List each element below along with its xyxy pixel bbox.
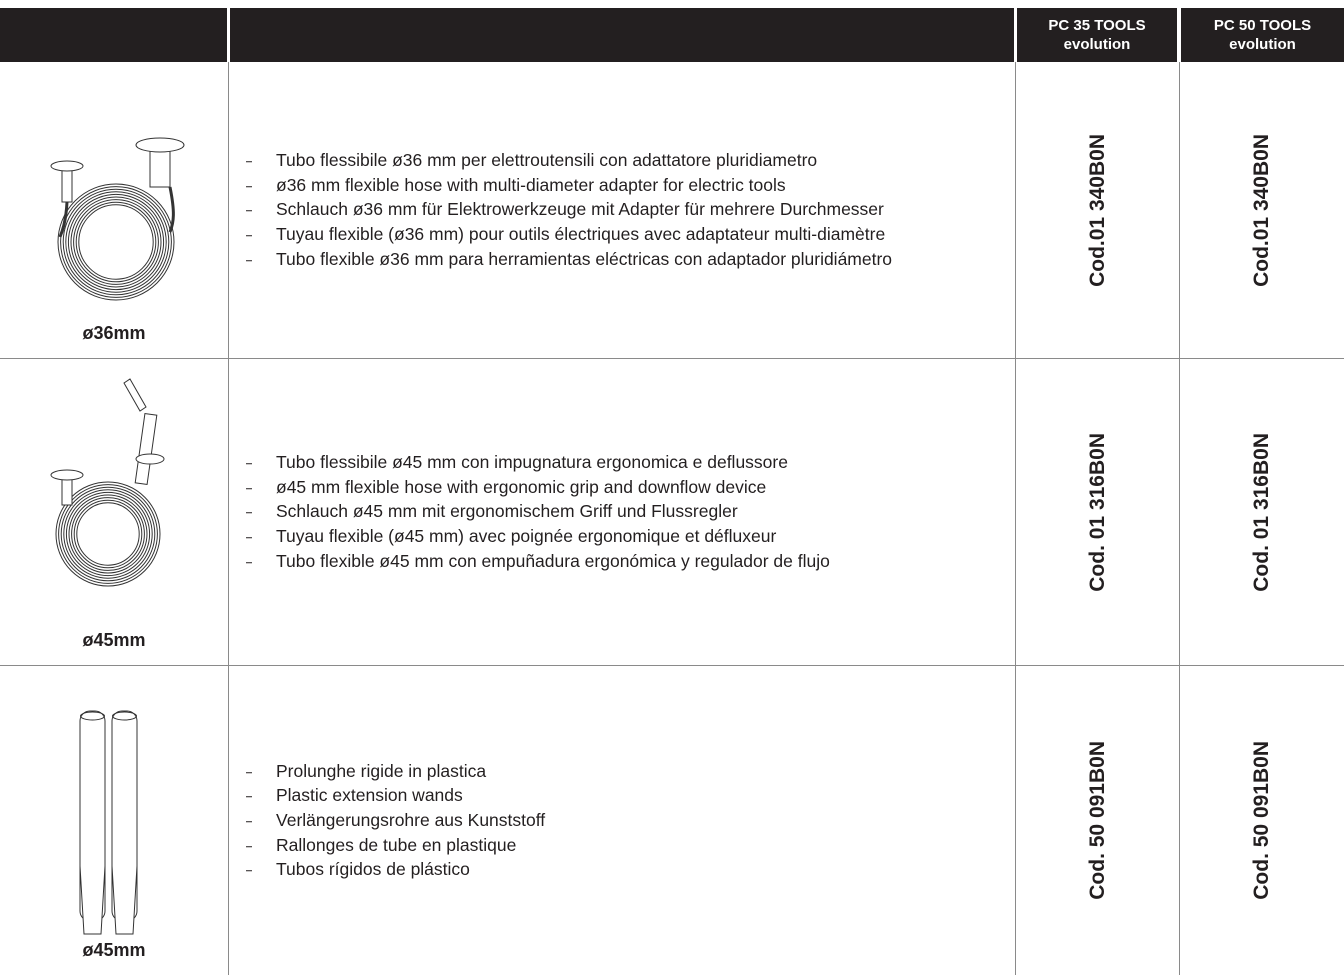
header-cell: PC 35 TOOLS evolution xyxy=(1017,8,1177,62)
diameter-label: ø45mm xyxy=(82,940,146,960)
description-item: Tubo flessibile ø36 mm per elettroutensi… xyxy=(245,148,1005,173)
description-item: Tubo flessibile ø45 mm con impugnatura e… xyxy=(245,450,1005,475)
header-text: PC 50 TOOLS xyxy=(1213,17,1312,34)
table-row: ø45mm Tubo flessibile ø45 mm con impugnat… xyxy=(0,359,1344,665)
code-cell: Cod.01 340B0N xyxy=(1016,62,1179,358)
description-item: Plastic extension wands xyxy=(245,783,1005,808)
product-code: Cod.01 340B0N xyxy=(1085,133,1109,287)
code-cell: Cod.01 340B0N xyxy=(1180,62,1344,358)
diameter-label: ø45mm xyxy=(82,630,146,650)
diameter-label: ø36mm xyxy=(82,323,146,343)
image-cell xyxy=(0,666,228,975)
description-item: Tubo flexible ø36 mm para herramientas e… xyxy=(245,247,1005,272)
row-border xyxy=(0,665,1344,666)
code-cell: Cod. 50 091B0N xyxy=(1180,666,1344,975)
description-item: Prolunghe rigide in plastica xyxy=(245,759,1005,784)
product-code: Cod. 01 316B0N xyxy=(1250,432,1273,592)
description-item: ø36 mm flexible hose with multi-diameter… xyxy=(245,173,1005,198)
description-item: Rallonges de tube en plastique xyxy=(245,833,1005,858)
product-code: Cod. 50 091B0N xyxy=(1250,741,1273,900)
description-item: ø45 mm flexible hose with ergonomic grip… xyxy=(245,475,1005,500)
column-border xyxy=(1179,62,1180,975)
description-list: Tubo flessibile ø45 mm con impugnatura e… xyxy=(245,450,1005,574)
image-cell xyxy=(0,359,228,665)
description-item: Tuyau flexible (ø45 mm) avec poignée erg… xyxy=(245,524,1005,549)
table-row: ø45mm Prolunghe rigide in plastica Plastic… xyxy=(0,666,1344,975)
description-list: Prolunghe rigide in plastica Plastic exte… xyxy=(245,759,1005,883)
description-item: Tuyau flexible (ø36 mm) pour outils élec… xyxy=(245,222,1005,247)
code-cell: Cod. 01 316B0N xyxy=(1016,359,1179,665)
code-cell: Cod. 01 316B0N xyxy=(1180,359,1344,665)
image-cell xyxy=(0,62,228,358)
header-cell: PC 50 TOOLS evolution xyxy=(1181,8,1344,62)
header-text: evolution xyxy=(1063,36,1131,53)
description-item: Tubo flexible ø45 mm con empuñadura ergo… xyxy=(245,549,1005,574)
product-code: Cod. 01 316B0N xyxy=(1085,432,1109,592)
column-border xyxy=(1015,62,1016,975)
hose-image xyxy=(50,378,165,587)
header-text: PC 35 TOOLS xyxy=(1048,17,1146,34)
table-row: ø36mm Tubo flessibile ø36 mm per elettrou… xyxy=(0,62,1344,358)
header-text: evolution xyxy=(1229,36,1296,53)
description-item: Schlauch ø36 mm für Elektrowerkzeuge mit… xyxy=(245,198,1005,223)
header-cell xyxy=(230,8,1014,62)
description-list: Tubo flessibile ø36 mm per elettroutensi… xyxy=(245,148,1005,272)
description-item: Tubos rígidos de plástico xyxy=(245,858,1005,883)
tubes-image xyxy=(79,710,138,935)
product-code: Cod. 50 091B0N xyxy=(1085,741,1109,900)
hose-image xyxy=(50,137,185,301)
description-item: Schlauch ø45 mm mit ergonomischem Griff … xyxy=(245,500,1005,525)
code-cell: Cod. 50 091B0N xyxy=(1016,666,1179,975)
column-border xyxy=(228,62,229,975)
row-border xyxy=(0,358,1344,359)
description-item: Verlängerungsrohre aus Kunststoff xyxy=(245,808,1005,833)
header-cell xyxy=(0,8,227,62)
product-code: Cod.01 340B0N xyxy=(1250,133,1273,287)
